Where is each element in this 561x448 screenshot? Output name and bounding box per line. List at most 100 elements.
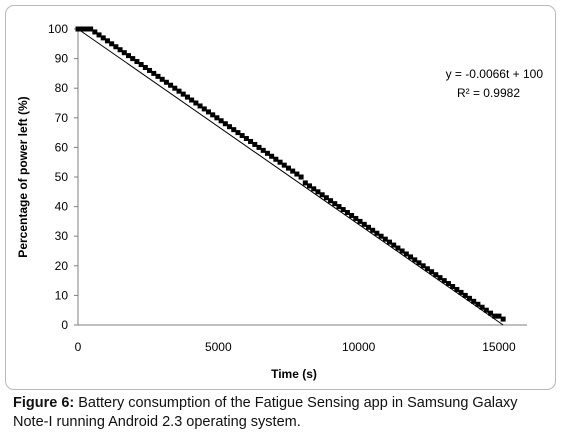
data-point [189,97,195,103]
data-point [151,70,157,76]
data-points [75,26,506,322]
axes [74,28,527,326]
trendline-equation: y = -0.0066t + 100 [446,67,544,81]
data-point [412,257,418,263]
data-point [235,130,241,136]
data-point [311,186,317,192]
data-point [386,239,392,245]
x-tick-label: 10000 [342,340,376,354]
x-tick-label: 0 [75,340,82,354]
data-point [285,165,291,171]
data-point [315,189,321,195]
data-point [155,73,161,79]
data-point [471,298,477,304]
y-tick-label: 10 [55,288,69,302]
data-point [450,284,456,290]
data-point [75,26,81,32]
caption-text: Battery consumption of the Fatigue Sensi… [13,395,518,430]
data-point [374,230,380,236]
data-point [294,171,300,177]
y-tick-label: 40 [55,200,69,214]
data-point [370,227,376,233]
data-point [243,136,249,142]
data-point [408,254,414,260]
data-point [104,38,110,44]
data-point [197,103,203,109]
data-point [454,286,460,292]
data-point [307,183,313,189]
chart-frame [5,5,556,390]
data-point [378,233,384,239]
data-point [231,127,237,133]
caption-label: Figure 6: [13,395,75,411]
data-point [492,313,498,319]
data-point [100,35,106,41]
x-tick-label: 15000 [482,340,516,354]
data-point [113,44,119,50]
y-tick-label: 80 [55,81,69,95]
data-point [353,215,359,221]
data-point [117,47,123,53]
data-point [96,32,102,38]
data-point [260,147,266,153]
data-point [445,281,451,287]
y-axis-label: Percentage of power left (%) [16,96,30,257]
data-point [79,26,85,32]
data-point [273,156,279,162]
data-point [391,242,397,248]
data-point [462,292,468,298]
data-point [323,195,329,201]
data-point [159,76,165,82]
data-point [134,59,140,65]
data-point [281,162,287,168]
data-point [172,85,178,91]
data-point [121,50,127,56]
data-point [420,263,426,269]
trendline-group [77,28,504,326]
data-point [340,207,346,213]
data-point [126,53,132,59]
data-point [433,272,439,278]
data-point [256,144,262,150]
data-point [344,210,350,216]
y-tick-label: 90 [55,52,69,66]
data-point [302,180,308,186]
data-point [83,26,89,32]
y-tick-label: 60 [55,140,69,154]
data-point [298,174,304,180]
data-point [319,192,325,198]
data-point [382,236,388,242]
data-point [176,88,182,94]
y-tick-label: 100 [48,22,68,36]
trendline-r-squared: R² = 0.9982 [457,86,520,100]
data-point [424,266,430,272]
data-point [269,153,275,159]
data-point [184,94,190,100]
data-point [142,64,148,70]
data-point [239,133,245,139]
data-point [441,278,447,284]
y-tick-label: 20 [55,259,69,273]
data-point [218,118,224,124]
data-point [277,159,283,165]
data-point [458,289,464,295]
data-point [290,168,296,174]
data-point [496,313,502,319]
data-point [483,307,489,313]
data-point [168,82,174,88]
data-point [264,150,270,156]
data-point [193,100,199,106]
data-point [222,121,228,127]
data-point [416,260,422,266]
data-point [437,275,443,281]
trendline [77,28,504,326]
data-point [365,224,371,230]
data-point [227,124,233,130]
y-tick-label: 0 [61,318,68,332]
data-point [210,112,216,118]
data-point [88,26,94,32]
data-point [147,67,153,73]
data-point [429,269,435,275]
x-axis-label: Time (s) [271,367,317,381]
